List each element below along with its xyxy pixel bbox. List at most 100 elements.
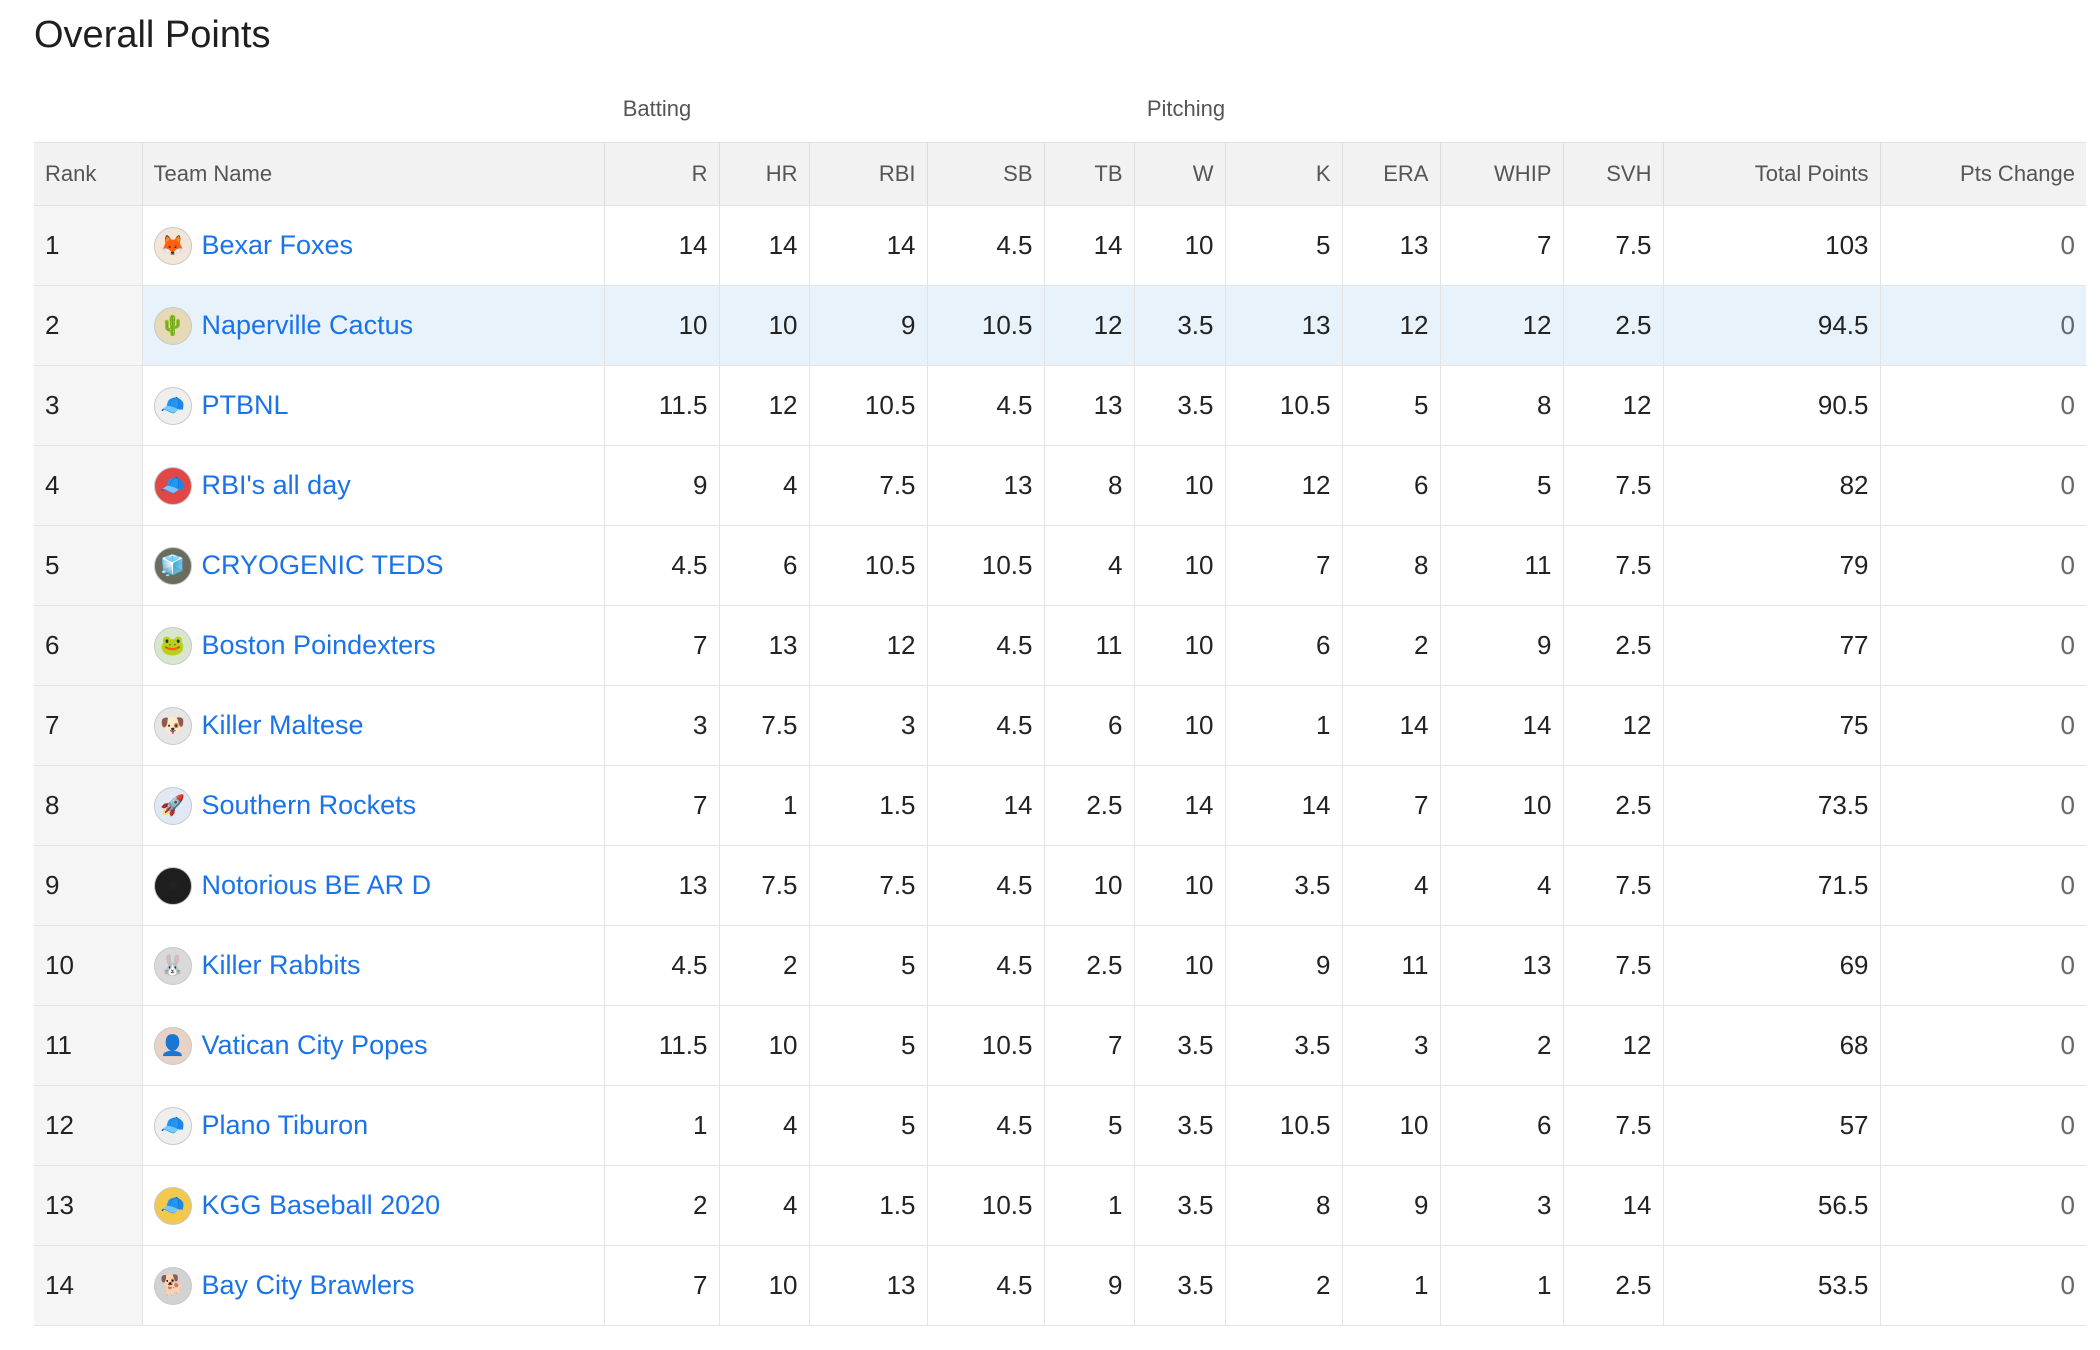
stat-cell-sb: 4.5 (927, 685, 1045, 766)
table-row: 2 🌵 Naperville Cactus 10 10 9 10.5 12 3.5 13 12 12 2… (34, 285, 2086, 366)
total-points-cell: 75 (1663, 685, 1881, 766)
stat-cell-svh: 14 (1563, 1165, 1664, 1246)
dog-avatar-icon[interactable]: 🐶 (153, 706, 192, 745)
total-points-cell: 69 (1663, 925, 1881, 1006)
cap-avatar-icon[interactable]: 🧢 (153, 386, 192, 425)
col-header-w[interactable]: W (1134, 142, 1226, 206)
cap-avatar-icon[interactable]: 🧢 (153, 1106, 192, 1145)
team-name-link[interactable]: Boston Poindexters (201, 630, 436, 660)
col-header-whip[interactable]: WHIP (1440, 142, 1564, 206)
rocket-avatar-icon[interactable]: 🚀 (153, 786, 192, 825)
stat-cell-tb: 11 (1044, 605, 1135, 686)
team-cell: 🧢 KGG Baseball 2020 (142, 1165, 605, 1246)
team-cell: 🌵 Naperville Cactus (142, 285, 605, 366)
team-name-link[interactable]: Killer Maltese (201, 710, 364, 740)
stat-cell-w: 3.5 (1134, 1245, 1226, 1326)
stat-cell-whip: 9 (1440, 605, 1564, 686)
rank-cell: 1 (34, 205, 143, 286)
team-name-link[interactable]: Southern Rockets (201, 790, 417, 820)
col-header-r[interactable]: R (604, 142, 720, 206)
team-cell: 🦊 Bexar Foxes (142, 205, 605, 286)
team-name-link[interactable]: Naperville Cactus (201, 310, 414, 340)
stat-cell-tb: 12 (1044, 285, 1135, 366)
total-points-cell: 103 (1663, 205, 1881, 286)
fox-avatar-icon[interactable]: 🦊 (153, 226, 192, 265)
stat-cell-w: 3.5 (1134, 1165, 1226, 1246)
stat-cell-w: 3.5 (1134, 1085, 1226, 1166)
green-cap-avatar-icon[interactable]: 🧢 (153, 1186, 192, 1225)
red-cap-avatar-icon[interactable]: 🧢 (153, 466, 192, 505)
stat-cell-k: 3.5 (1225, 1005, 1343, 1086)
pitching-group-label: Pitching (1146, 96, 1226, 121)
team-name-link[interactable]: RBI's all day (201, 470, 351, 500)
team-name-group: 🚀 Southern Rockets (153, 786, 593, 825)
stat-cell-r: 9 (604, 445, 720, 526)
team-name-link[interactable]: Killer Rabbits (201, 950, 361, 980)
col-header-hr[interactable]: HR (719, 142, 810, 206)
stat-cell-whip: 14 (1440, 685, 1564, 766)
stat-cell-svh: 2.5 (1563, 1245, 1664, 1326)
pope-avatar-icon[interactable]: 👤 (153, 1026, 192, 1065)
stat-cell-era: 9 (1342, 1165, 1441, 1246)
stat-cell-svh: 7.5 (1563, 445, 1664, 526)
stat-cell-era: 1 (1342, 1245, 1441, 1326)
stat-cell-k: 14 (1225, 765, 1343, 846)
stat-cell-k: 8 (1225, 1165, 1343, 1246)
stat-cell-svh: 2.5 (1563, 605, 1664, 686)
team-name-link[interactable]: Bay City Brawlers (201, 1270, 415, 1300)
rank-cell: 12 (34, 1085, 143, 1166)
stat-cell-sb: 14 (927, 765, 1045, 846)
col-header-rbi[interactable]: RBI (809, 142, 928, 206)
stat-cell-r: 10 (604, 285, 720, 366)
team-name-link[interactable]: Vatican City Popes (201, 1030, 428, 1060)
stat-cell-svh: 7.5 (1563, 845, 1664, 926)
dog-avatar-icon[interactable]: 🐕 (153, 1266, 192, 1305)
cactus-avatar-icon[interactable]: 🌵 (153, 306, 192, 345)
frog-avatar-icon[interactable]: 🐸 (153, 626, 192, 665)
stat-cell-w: 10 (1134, 445, 1226, 526)
team-name-link[interactable]: Bexar Foxes (201, 230, 354, 260)
stat-cell-w: 10 (1134, 605, 1226, 686)
team-name-link[interactable]: Notorious BE AR D (201, 870, 432, 900)
col-header-rank[interactable]: Rank (34, 142, 143, 206)
pts-change-cell: 0 (1880, 365, 2086, 446)
pts-change-cell: 0 (1880, 525, 2086, 606)
rabbit-avatar-icon[interactable]: 🐰 (153, 946, 192, 985)
team-name-group: 🧢 RBI's all day (153, 466, 593, 505)
stat-cell-tb: 8 (1044, 445, 1135, 526)
team-name-group: 🌵 Naperville Cactus (153, 306, 593, 345)
table-row: 4 🧢 RBI's all day 9 4 7.5 13 8 10 12 6 5 7.5 82 0 (34, 445, 2086, 526)
team-cell: 🐸 Boston Poindexters (142, 605, 605, 686)
stat-cell-rbi: 3 (809, 685, 928, 766)
team-name-link[interactable]: KGG Baseball 2020 (201, 1190, 441, 1220)
col-header-team-name[interactable]: Team Name (142, 142, 605, 206)
team-name-link[interactable]: Plano Tiburon (201, 1110, 369, 1140)
batting-group-label: Batting (622, 96, 692, 121)
stat-cell-era: 12 (1342, 285, 1441, 366)
team-cell: 🧢 Plano Tiburon (142, 1085, 605, 1166)
stat-cell-sb: 4.5 (927, 205, 1045, 286)
team-name-link[interactable]: CRYOGENIC TEDS (201, 550, 444, 580)
team-name-link[interactable]: PTBNL (201, 390, 289, 420)
team-name-group: 👤 Vatican City Popes (153, 1026, 593, 1065)
stat-cell-rbi: 10.5 (809, 365, 928, 446)
cryo-avatar-icon[interactable]: 🧊 (153, 546, 192, 585)
stat-cell-r: 11.5 (604, 1005, 720, 1086)
stat-cell-era: 13 (1342, 205, 1441, 286)
rank-cell: 13 (34, 1165, 143, 1246)
col-header-svh[interactable]: SVH (1563, 142, 1664, 206)
col-header-tb[interactable]: TB (1044, 142, 1135, 206)
col-header-era[interactable]: ERA (1342, 142, 1441, 206)
column-group-header: Batting Pitching (34, 96, 2086, 130)
table-row: 7 🐶 Killer Maltese 3 7.5 3 4.5 6 10 1 14 14 12 75 0 (34, 685, 2086, 766)
col-header-k[interactable]: K (1225, 142, 1343, 206)
stat-cell-rbi: 9 (809, 285, 928, 366)
stat-cell-rbi: 7.5 (809, 845, 928, 926)
col-header-sb[interactable]: SB (927, 142, 1045, 206)
stat-cell-tb: 6 (1044, 685, 1135, 766)
record-avatar-icon[interactable]: ⚫ (153, 866, 192, 905)
col-header-total-points[interactable]: Total Points (1663, 142, 1881, 206)
team-name-group: 🧢 Plano Tiburon (153, 1106, 593, 1145)
stat-cell-era: 4 (1342, 845, 1441, 926)
col-header-pts-change[interactable]: Pts Change (1880, 142, 2086, 206)
